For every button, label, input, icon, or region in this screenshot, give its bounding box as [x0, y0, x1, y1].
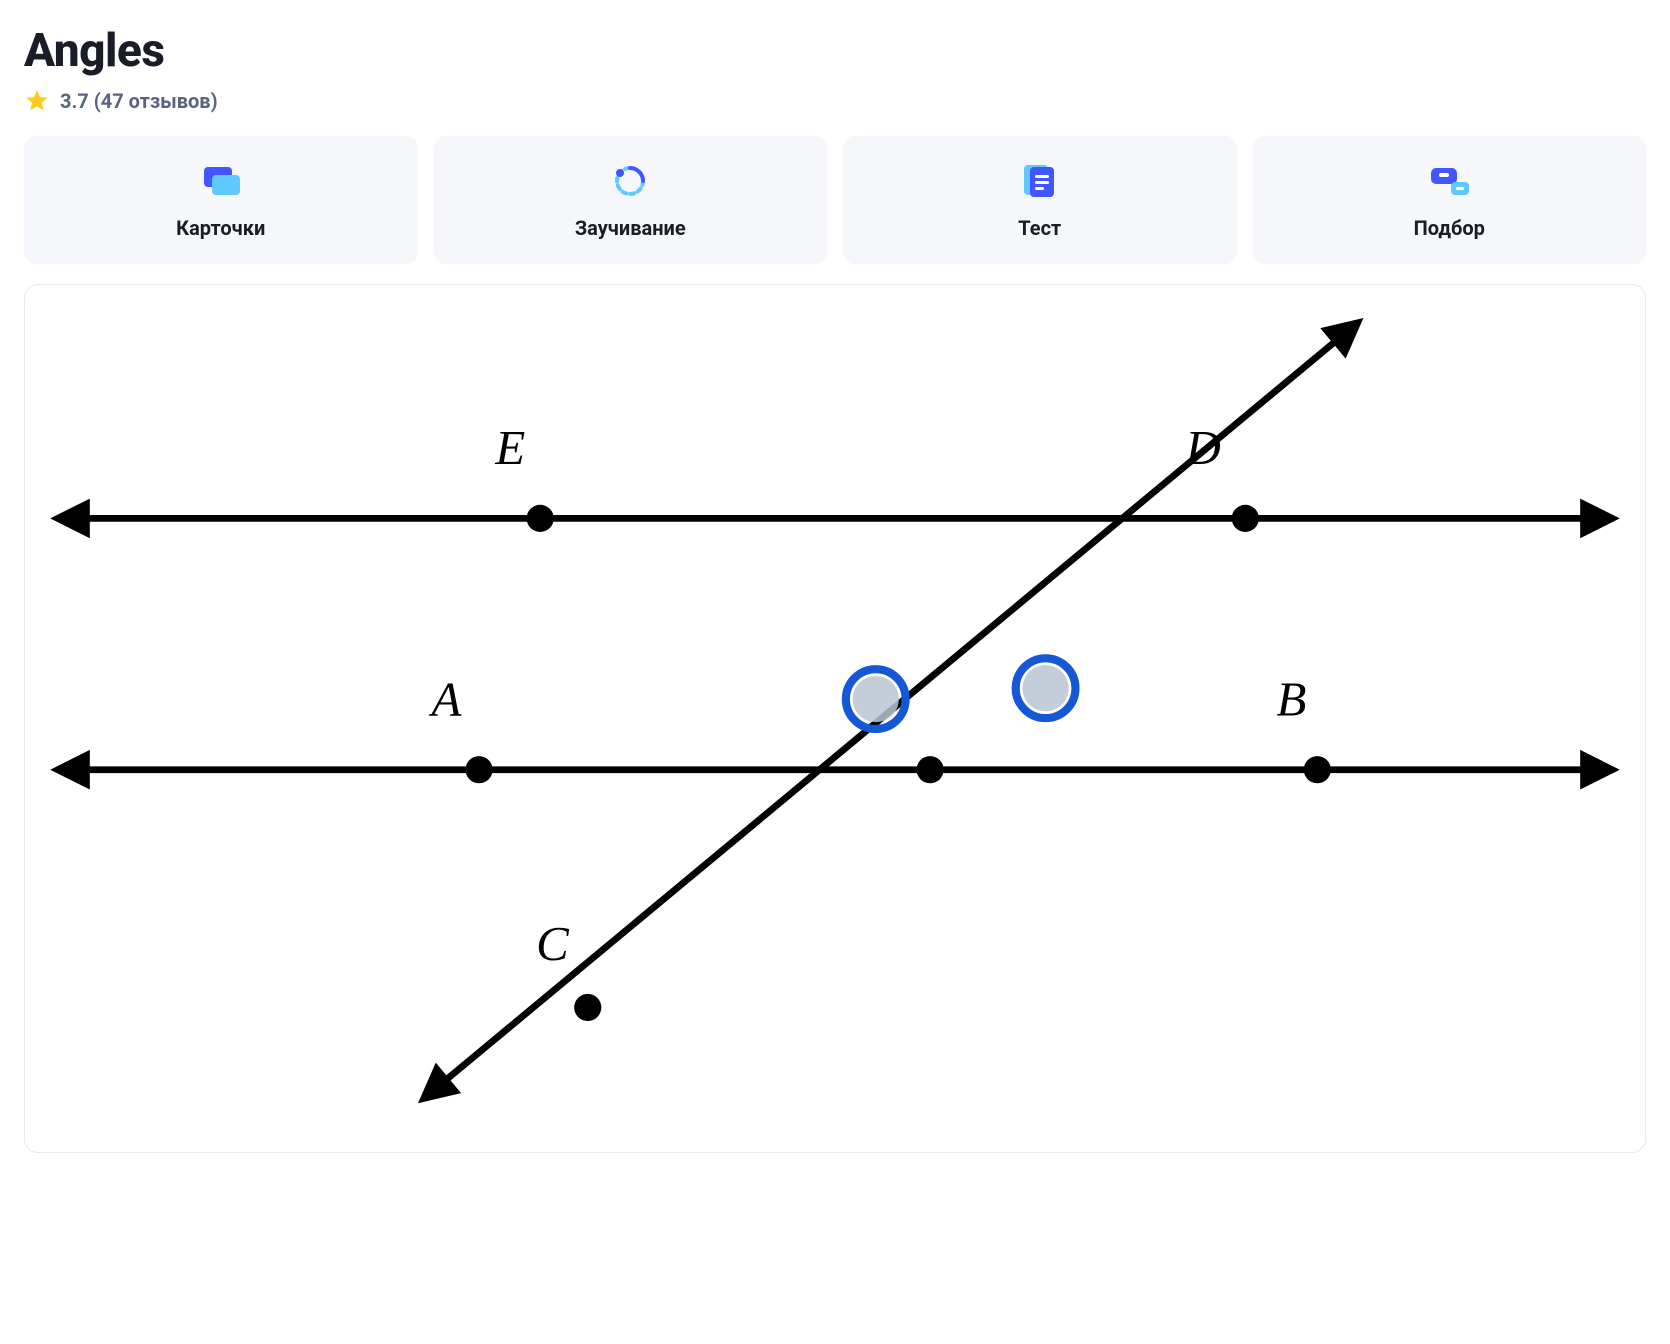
tab-match[interactable]: Подбор [1253, 136, 1647, 264]
rating-reviews: (47 отзывов) [94, 89, 218, 113]
zoom-marker-1-fill[interactable] [1022, 665, 1068, 711]
tab-flashcards[interactable]: Карточки [24, 136, 418, 264]
tab-test[interactable]: Тест [843, 136, 1237, 264]
point-A-label: A [428, 671, 462, 726]
point-C [574, 994, 601, 1021]
tab-match-label: Подбор [1414, 216, 1485, 240]
point-B [1304, 756, 1331, 783]
point-A [465, 756, 492, 783]
star-icon [24, 88, 50, 114]
point-D-label: D [1185, 420, 1221, 475]
match-icon [1425, 164, 1473, 198]
tab-flashcards-label: Карточки [176, 216, 265, 240]
point-E [527, 505, 554, 532]
rating-value: 3.7 [60, 89, 89, 113]
tab-learn-label: Заучивание [575, 216, 686, 240]
point-P [917, 756, 944, 783]
tab-test-label: Тест [1018, 216, 1061, 240]
rating-text: 3.7 (47 отзывов) [60, 89, 218, 113]
geometry-diagram: E D A B C [47, 301, 1623, 1130]
flashcard[interactable]: E D A B C [24, 284, 1646, 1153]
learn-icon [612, 164, 648, 198]
flashcards-icon [199, 164, 243, 198]
point-D [1232, 505, 1259, 532]
point-B-label: B [1277, 671, 1307, 726]
zoom-marker-0-fill[interactable] [853, 676, 899, 722]
rating-row[interactable]: 3.7 (47 отзывов) [24, 88, 1646, 114]
mode-tabs: Карточки Заучивание Тест [24, 136, 1646, 264]
page-title: Angles [24, 24, 1646, 78]
point-C-label: C [536, 916, 570, 971]
test-icon [1020, 164, 1060, 198]
point-E-label: E [494, 420, 525, 475]
tab-learn[interactable]: Заучивание [434, 136, 828, 264]
